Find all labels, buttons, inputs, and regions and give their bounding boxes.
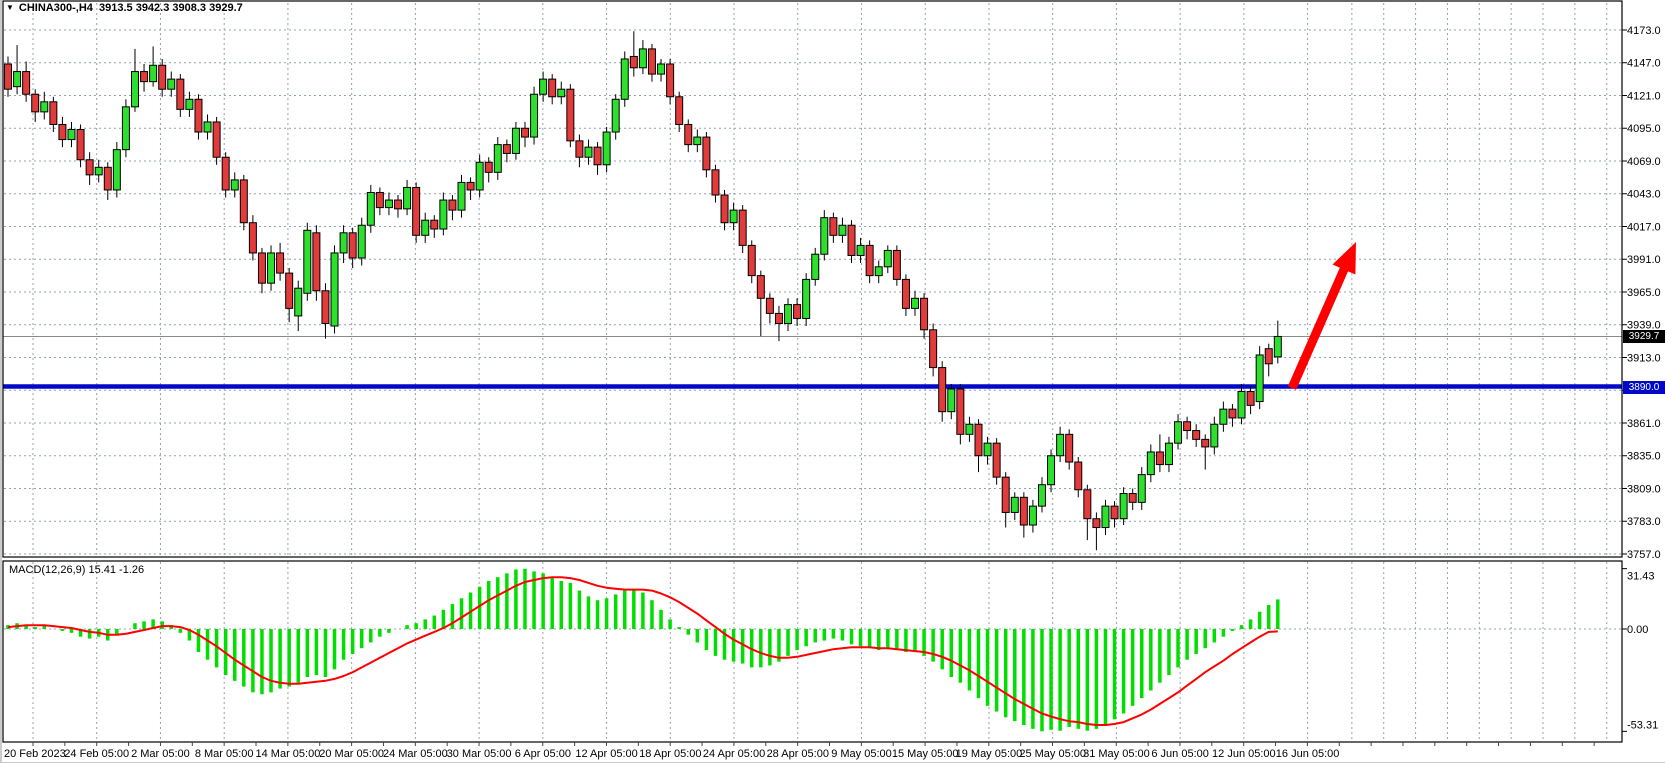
svg-text:4043.0: 4043.0 [1627,189,1661,201]
svg-text:4095.0: 4095.0 [1627,123,1661,135]
hline-price-badge[interactable]: 3890.0 [1623,381,1665,394]
date-axis-label: 6 Apr 05:00 [515,748,571,760]
date-axis-label: 6 Jun 05:00 [1151,748,1209,760]
svg-text:4069.0: 4069.0 [1627,156,1661,168]
svg-text:3991.0: 3991.0 [1627,254,1661,266]
date-axis-label: 25 May 05:00 [1019,748,1086,760]
symbol-ohlc-text: CHINA300-,H4 3913.5 3942.3 3908.3 3929.7 [18,2,243,14]
date-axis-label: 28 Apr 05:00 [767,748,829,760]
macd-signal-line [7,576,1278,726]
candles-layer [4,31,1282,551]
svg-text:0.00: 0.00 [1627,624,1648,636]
chart-title: ▼ CHINA300-,H4 3913.5 3942.3 3908.3 3929… [6,2,243,14]
date-axis-label: 19 May 05:00 [956,748,1023,760]
trend-arrow[interactable] [1287,242,1356,390]
date-axis-label: 8 Mar 05:00 [195,748,254,760]
symbol-dropdown-icon[interactable]: ▼ [6,2,14,12]
svg-text:3861.0: 3861.0 [1627,418,1661,430]
svg-text:3783.0: 3783.0 [1627,516,1661,528]
svg-text:3913.0: 3913.0 [1627,352,1661,364]
date-axis-label: 12 Apr 05:00 [575,748,637,760]
date-axis-label: 2 Mar 05:00 [131,748,190,760]
svg-text:3809.0: 3809.0 [1627,483,1661,495]
date-axis-label: 24 Feb 05:00 [64,748,129,760]
date-axis-label: 24 Apr 05:00 [703,748,765,760]
svg-text:31.43: 31.43 [1627,571,1655,583]
svg-text:3939.0: 3939.0 [1627,320,1661,332]
date-axis-label: 15 May 05:00 [892,748,959,760]
date-axis-label: 18 Apr 05:00 [639,748,701,760]
date-axis-label: 24 Mar 05:00 [383,748,448,760]
current-price-badge: 3929.7 [1623,330,1665,343]
date-axis-label: 9 May 05:00 [831,748,892,760]
macd-indicator-label: MACD(12,26,9) 15.41 -1.26 [9,564,145,576]
date-axis-label: 20 Feb 2023 [4,748,66,760]
svg-text:-53.31: -53.31 [1627,719,1658,731]
date-axis-label: 20 Mar 05:00 [319,748,384,760]
date-axis-label: 31 May 05:00 [1083,748,1150,760]
svg-text:4121.0: 4121.0 [1627,90,1661,102]
date-axis-label: 14 Mar 05:00 [256,748,321,760]
svg-text:4173.0: 4173.0 [1627,25,1661,37]
macd-histogram [6,568,1280,732]
svg-text:3835.0: 3835.0 [1627,451,1661,463]
svg-text:3757.0: 3757.0 [1627,549,1661,561]
svg-text:3965.0: 3965.0 [1627,287,1661,299]
svg-text:4017.0: 4017.0 [1627,221,1661,233]
date-axis-label: 16 Jun 05:00 [1276,748,1340,760]
svg-text:4147.0: 4147.0 [1627,58,1661,70]
date-axis-label: 30 Mar 05:00 [447,748,512,760]
date-axis-label: 12 Jun 05:00 [1212,748,1276,760]
